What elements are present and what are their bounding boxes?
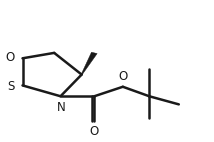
Polygon shape — [81, 52, 97, 75]
Text: O: O — [90, 125, 99, 138]
Text: N: N — [57, 101, 66, 114]
Text: O: O — [119, 70, 128, 83]
Text: O: O — [6, 51, 15, 64]
Text: S: S — [8, 80, 15, 93]
